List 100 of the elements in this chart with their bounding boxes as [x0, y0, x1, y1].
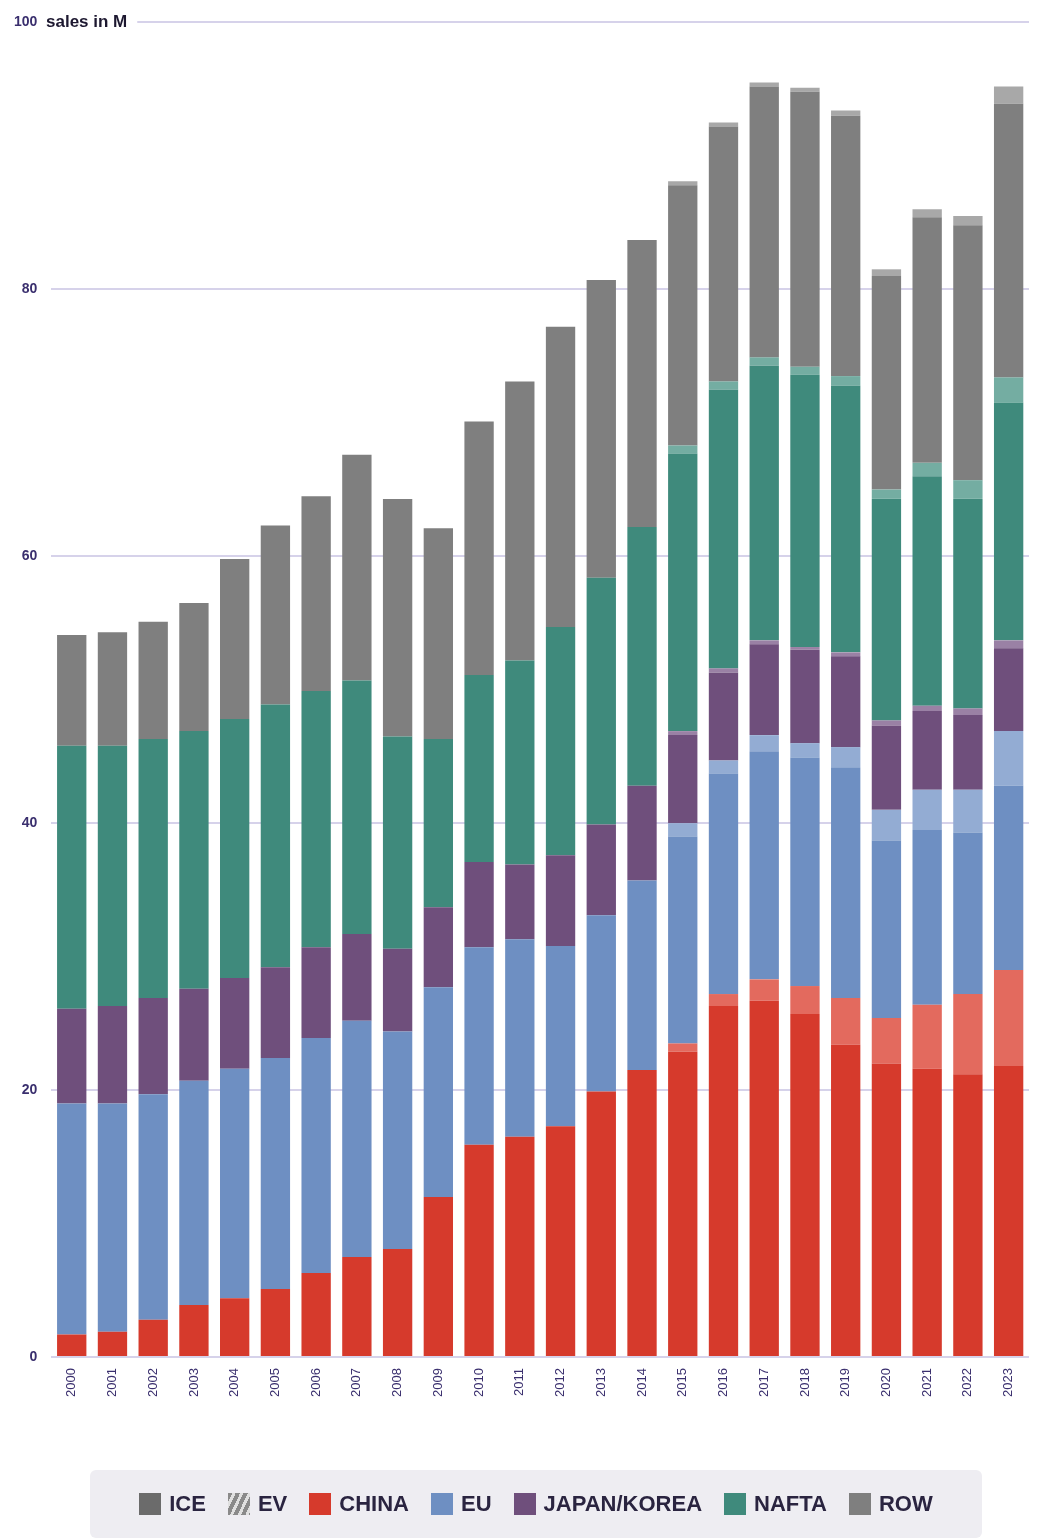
bar — [953, 498, 983, 709]
legend-label: ROW — [878, 1491, 933, 1517]
legend-label: JAPAN/KOREA — [543, 1491, 703, 1517]
bar — [627, 880, 657, 1071]
bar — [749, 357, 779, 366]
y-tick-label: 20 — [21, 1081, 38, 1097]
bar — [260, 704, 291, 968]
bar — [912, 705, 942, 712]
bar — [505, 864, 535, 940]
bar — [993, 785, 1024, 971]
bar — [138, 1094, 168, 1320]
bar — [668, 731, 698, 736]
bar — [668, 185, 698, 446]
x-tick-label: 2016 — [715, 1368, 731, 1397]
bar — [871, 1018, 902, 1064]
bar — [831, 115, 861, 377]
x-tick-label: 2010 — [470, 1368, 486, 1397]
bar — [993, 970, 1024, 1067]
bar — [912, 209, 942, 218]
bar — [831, 376, 861, 386]
bar — [57, 1008, 87, 1104]
bar — [342, 1256, 372, 1357]
x-tick-label: 2007 — [348, 1368, 364, 1397]
bar — [871, 840, 902, 1019]
bar — [586, 577, 616, 825]
y-tick-label: 0 — [29, 1347, 38, 1364]
bar — [464, 947, 494, 1145]
bar — [953, 215, 983, 226]
x-tick-label: 2017 — [755, 1368, 771, 1397]
bar — [912, 1068, 942, 1357]
bar — [749, 979, 779, 1001]
bar — [342, 680, 372, 934]
bar — [586, 279, 616, 578]
bar — [790, 757, 820, 987]
bar — [953, 715, 983, 790]
bar — [301, 496, 331, 692]
bar — [382, 948, 413, 1032]
bar — [301, 947, 331, 1039]
bar — [871, 1063, 902, 1357]
bar — [505, 939, 535, 1137]
bar — [871, 720, 902, 726]
bar — [97, 745, 128, 1007]
bar — [912, 462, 942, 477]
bar — [57, 1334, 87, 1357]
bar — [871, 269, 902, 276]
bar — [505, 1136, 535, 1357]
bar — [708, 672, 739, 761]
legend-label: EU — [460, 1491, 492, 1517]
bar — [993, 103, 1024, 378]
bar — [993, 648, 1024, 732]
bar — [668, 1051, 698, 1357]
bar — [382, 736, 413, 949]
legend-label: NAFTA — [754, 1491, 827, 1517]
bar — [790, 743, 820, 758]
bar — [260, 1058, 291, 1290]
bar — [301, 1272, 331, 1357]
bar — [708, 994, 739, 1007]
x-tick-label: 2014 — [633, 1368, 649, 1397]
bar — [668, 823, 698, 837]
bar — [953, 225, 983, 481]
bar — [260, 1289, 291, 1357]
bar — [668, 836, 698, 1044]
x-tick-label: 2004 — [226, 1368, 242, 1397]
text: ICE — [169, 1491, 206, 1517]
bar — [382, 498, 413, 737]
bar — [912, 789, 942, 830]
x-tick-label: 2011 — [511, 1368, 527, 1397]
bar — [464, 1144, 494, 1357]
bar — [831, 652, 861, 657]
bar — [708, 381, 739, 390]
bar — [301, 1038, 331, 1273]
bar — [790, 87, 820, 92]
bar — [993, 1066, 1024, 1357]
bar — [97, 1006, 128, 1104]
bar — [953, 832, 983, 995]
bar — [423, 1196, 454, 1357]
bar — [831, 767, 861, 999]
bar — [545, 855, 576, 946]
bar — [871, 498, 902, 721]
bar — [423, 987, 454, 1197]
bar — [220, 719, 250, 979]
bar — [138, 1319, 168, 1357]
x-tick-label: 2020 — [878, 1368, 894, 1397]
x-tick-label: 2022 — [959, 1368, 975, 1397]
bar — [708, 126, 739, 382]
bar — [97, 1103, 128, 1332]
bar — [790, 986, 820, 1015]
bar — [749, 1000, 779, 1357]
bar — [179, 731, 209, 989]
bar — [708, 773, 739, 995]
x-tick-label: 2021 — [918, 1368, 934, 1397]
x-tick-label: 2008 — [389, 1368, 405, 1397]
bar — [627, 526, 657, 786]
bar — [586, 1091, 616, 1357]
x-tick-label: 2013 — [592, 1368, 608, 1397]
bar — [871, 809, 902, 841]
bar — [749, 82, 779, 87]
y-tick-label: 60 — [21, 547, 38, 564]
bar — [831, 385, 861, 653]
bar — [342, 1020, 372, 1257]
